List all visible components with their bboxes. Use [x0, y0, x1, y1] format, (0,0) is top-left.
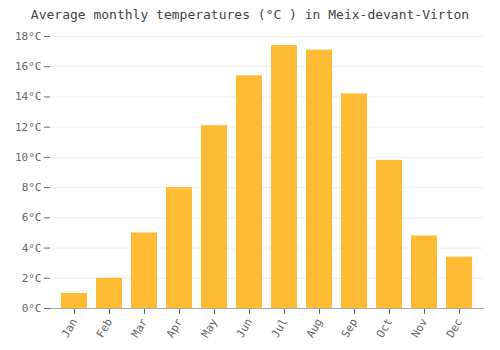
- svg-text:Nov: Nov: [409, 316, 430, 340]
- svg-text:Oct: Oct: [374, 316, 395, 340]
- svg-text:Aug: Aug: [304, 316, 325, 340]
- svg-text:12°C: 12°C: [15, 121, 42, 134]
- svg-text:Feb: Feb: [94, 316, 115, 340]
- svg-text:16°C: 16°C: [15, 60, 42, 73]
- svg-text:0°C: 0°C: [22, 302, 42, 315]
- svg-text:4°C: 4°C: [22, 242, 42, 255]
- svg-text:Apr: Apr: [164, 316, 185, 340]
- svg-text:2°C: 2°C: [22, 272, 42, 285]
- svg-text:Jan: Jan: [59, 316, 80, 340]
- svg-text:Jul: Jul: [269, 316, 290, 340]
- svg-text:May: May: [199, 316, 220, 340]
- svg-text:14°C: 14°C: [15, 90, 42, 103]
- svg-text:Jun: Jun: [234, 316, 255, 340]
- svg-text:Sep: Sep: [339, 316, 360, 340]
- svg-text:Mar: Mar: [129, 316, 150, 340]
- svg-text:18°C: 18°C: [15, 30, 42, 43]
- svg-text:6°C: 6°C: [22, 211, 42, 224]
- html-text:Average monthly temperatures (: Average monthly temperatures (°C ) in Me…: [30, 7, 470, 22]
- svg-text:10°C: 10°C: [15, 151, 42, 164]
- svg-text:8°C: 8°C: [22, 181, 42, 194]
- svg-text:Dec: Dec: [444, 316, 465, 340]
